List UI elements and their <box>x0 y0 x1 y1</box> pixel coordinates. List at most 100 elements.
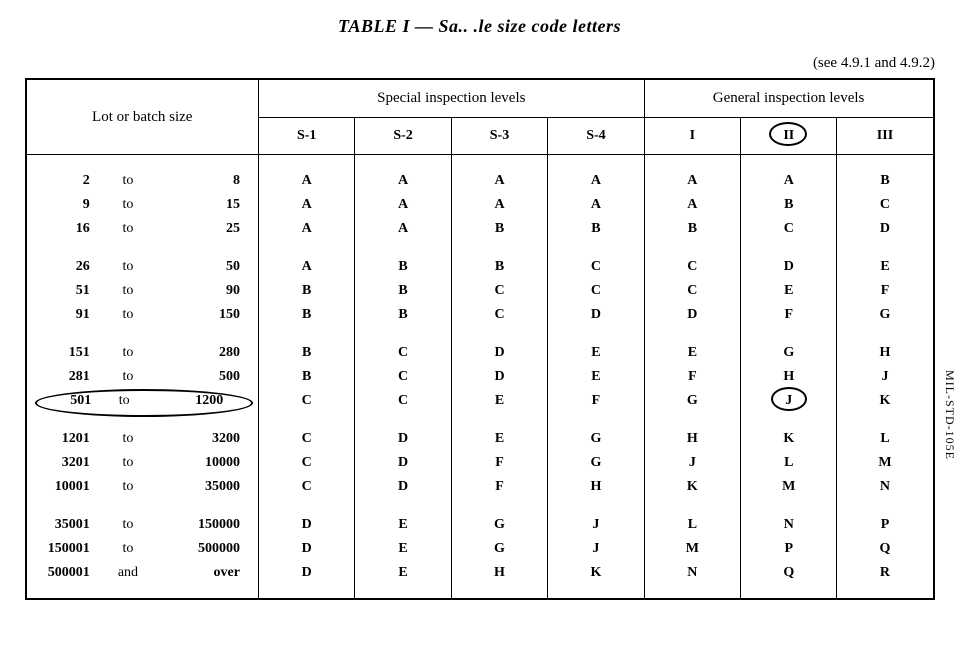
cell-s1: D <box>258 537 354 561</box>
cell-s1: D <box>258 513 354 537</box>
table-title: TABLE I — Sa.. .le size code letters <box>18 16 941 37</box>
hdr-g2-label: II <box>783 128 794 143</box>
table-spacer-row <box>26 155 934 169</box>
cell-g2: K <box>741 427 837 451</box>
lot-hi: 150 <box>158 303 258 327</box>
hdr-g1: I <box>644 118 740 155</box>
cell-s4: C <box>548 255 644 279</box>
lot-hi: 25 <box>158 217 258 241</box>
cell-s4: A <box>548 169 644 193</box>
cell-g1: N <box>644 561 740 585</box>
cell-s1: A <box>258 169 354 193</box>
table-row: 51to90BBCCCEF <box>26 279 934 303</box>
table-spacer-row <box>26 327 934 341</box>
lot-from: 150001 <box>26 537 98 561</box>
cell-s3: G <box>451 513 547 537</box>
cell-s2: B <box>355 255 451 279</box>
cell-s1: A <box>258 193 354 217</box>
cell-g1: C <box>644 279 740 303</box>
table-row: 281to500BCDEFHJ <box>26 365 934 389</box>
lot-to: to <box>98 341 158 365</box>
cell-s4: D <box>548 303 644 327</box>
lot-hi: 50 <box>158 255 258 279</box>
table-row: 151to280BCDEEGH <box>26 341 934 365</box>
cell-s1: A <box>258 255 354 279</box>
cell-g1: K <box>644 475 740 499</box>
cell-value: J <box>785 393 792 408</box>
cell-g2: D <box>741 255 837 279</box>
cell-s4: E <box>548 365 644 389</box>
table-row: 3201to10000CDFGJLM <box>26 451 934 475</box>
cell-g3: D <box>837 217 934 241</box>
cell-g3: B <box>837 169 934 193</box>
cell-g1: A <box>644 193 740 217</box>
cell-g3: H <box>837 341 934 365</box>
lot-to: to <box>98 169 158 193</box>
cell-g2: H <box>741 365 837 389</box>
cell-g1: L <box>644 513 740 537</box>
cell-s2: B <box>355 279 451 303</box>
lot-from: 151 <box>26 341 98 365</box>
cell-g3: L <box>837 427 934 451</box>
table-row: 26to50ABBCCDE <box>26 255 934 279</box>
lot-hi: 15 <box>158 193 258 217</box>
lot-to: to <box>98 303 158 327</box>
cell-s1: B <box>258 279 354 303</box>
cell-s1: C <box>258 427 354 451</box>
cell-s3: A <box>451 193 547 217</box>
hdr-s2: S-2 <box>355 118 451 155</box>
cell-s4: C <box>548 279 644 303</box>
cell-s3: G <box>451 537 547 561</box>
cell-s2: C <box>355 341 451 365</box>
lot-to: to <box>98 451 158 475</box>
cell-s2: B <box>355 303 451 327</box>
table-row: 500001andoverDEHKNQR <box>26 561 934 585</box>
cell-s1: B <box>258 341 354 365</box>
cell-s1: A <box>258 217 354 241</box>
cell-g1: F <box>644 365 740 389</box>
cell-s3: F <box>451 475 547 499</box>
cell-s3: A <box>451 169 547 193</box>
see-reference: (see 4.9.1 and 4.9.2) <box>18 55 935 72</box>
lot-to: to <box>98 217 158 241</box>
cell-s3: F <box>451 451 547 475</box>
cell-s3: D <box>451 365 547 389</box>
cell-s4: H <box>548 475 644 499</box>
table-row: 501to1200CCEFGJK <box>26 389 934 413</box>
lot-to: to <box>99 393 149 409</box>
cell-s3: B <box>451 217 547 241</box>
hdr-g2: II <box>741 118 837 155</box>
cell-s1: D <box>258 561 354 585</box>
table-spacer-row <box>26 413 934 427</box>
lot-hi: 3200 <box>158 427 258 451</box>
cell-s4: E <box>548 341 644 365</box>
lot-to: to <box>98 427 158 451</box>
lot-to: to <box>98 475 158 499</box>
lot-hi: 10000 <box>158 451 258 475</box>
cell-s3: C <box>451 303 547 327</box>
table-spacer-row <box>26 241 934 255</box>
cell-g3: P <box>837 513 934 537</box>
cell-g1: A <box>644 169 740 193</box>
lot-to: and <box>98 561 158 585</box>
doc-id-label: MIL-STD-105E <box>942 370 957 460</box>
hdr-special: Special inspection levels <box>258 79 644 118</box>
cell-g2: G <box>741 341 837 365</box>
cell-g3: M <box>837 451 934 475</box>
hdr-s1: S-1 <box>258 118 354 155</box>
lot-hi: 90 <box>158 279 258 303</box>
lot-to: to <box>98 365 158 389</box>
cell-g2: M <box>741 475 837 499</box>
cell-s1: C <box>258 451 354 475</box>
cell-g3: K <box>837 389 934 413</box>
table-spacer-row <box>26 499 934 513</box>
lot-to: to <box>98 279 158 303</box>
cell-s2: D <box>355 451 451 475</box>
cell-s2: C <box>355 389 451 413</box>
lot-from: 281 <box>26 365 98 389</box>
lot-hi: 500000 <box>158 537 258 561</box>
cell-s3: E <box>451 389 547 413</box>
table-row: 9to15AAAAABC <box>26 193 934 217</box>
cell-g3: J <box>837 365 934 389</box>
cell-s4: F <box>548 389 644 413</box>
